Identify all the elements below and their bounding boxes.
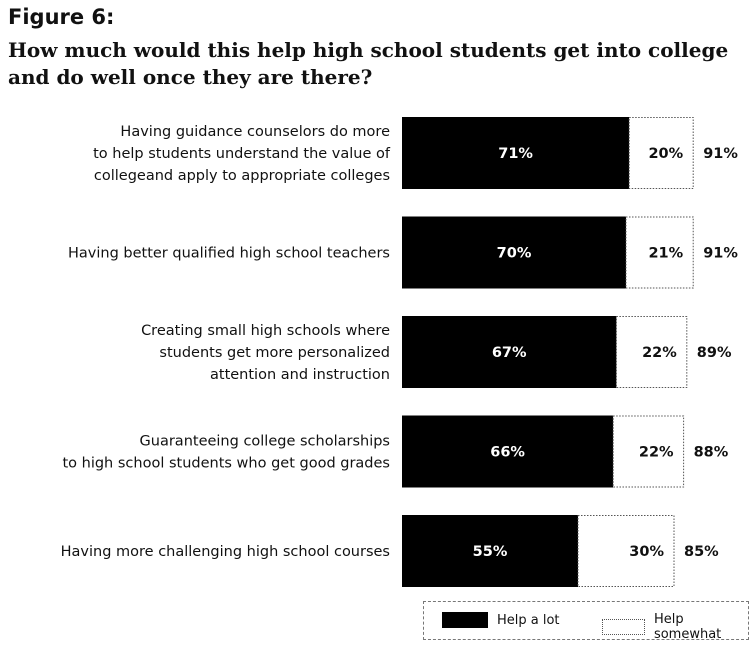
legend-swatch-help-somewhat [602,619,645,635]
bar-help-a-lot [402,415,614,488]
total-label: 85% [684,544,719,560]
legend-label-help-somewhat: Help somewhat [653,612,722,642]
legend-item-help-somewhat: Help somewhat [602,612,748,642]
bar-help-somewhat [615,316,688,388]
bar-help-a-lot [402,316,617,388]
category-label: to high school students who get good gra… [62,456,390,472]
bar-help-a-lot [402,216,626,289]
value-label-help-somewhat: 22% [639,445,674,461]
chart-legend: Help a lot Help somewhat [423,601,749,642]
total-label: 91% [703,146,738,162]
bar-help-somewhat [628,117,694,189]
category-label: Having guidance counselors do more [120,124,390,140]
bar-help-somewhat [612,415,685,488]
figure-label: Figure 6: [8,5,115,29]
total-label: 91% [703,246,738,262]
chart-title: How much would this help high school stu… [8,38,729,89]
total-label: 88% [694,445,729,461]
category-label: attention and instruction [210,367,390,383]
value-label-help-a-lot: 71% [498,146,533,162]
bar-help-a-lot [402,515,578,587]
bar-help-a-lot [402,117,630,189]
category-label: Having better qualified high school teac… [68,246,390,262]
value-label-help-a-lot: 55% [473,544,508,560]
category-label: collegeand apply to appropriate colleges [94,168,390,184]
category-label: Guaranteeing college scholarships [140,434,390,450]
bar-help-somewhat [625,216,694,289]
total-label: 89% [697,345,732,361]
category-label: Having more challenging high school cour… [61,544,390,560]
value-label-help-a-lot: 67% [492,345,527,361]
value-label-help-somewhat: 20% [648,146,683,162]
value-label-help-somewhat: 21% [648,246,683,262]
category-label: Creating small high schools where [141,323,390,339]
value-label-help-a-lot: 66% [490,445,525,461]
stacked-bar-chart: Having guidance counselors do more to hel… [61,117,738,587]
bar-help-somewhat [577,515,675,587]
value-label-help-somewhat: 22% [642,345,677,361]
value-label-help-a-lot: 70% [497,246,532,262]
legend-item-help-a-lot: Help a lot [442,612,560,628]
value-label-help-somewhat: 30% [629,544,664,560]
legend-swatch-help-a-lot [442,612,488,628]
legend-label-help-a-lot: Help a lot [497,612,560,628]
category-label: to help students understand the value of [93,146,391,162]
category-label: students get more personalized [159,345,390,361]
